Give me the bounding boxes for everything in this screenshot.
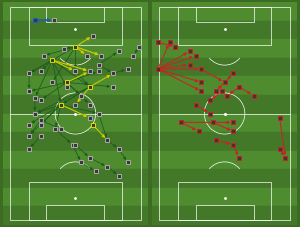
Bar xyxy=(178,183,271,220)
Bar xyxy=(3,151,148,169)
Bar xyxy=(3,132,148,151)
Bar xyxy=(3,114,148,132)
Bar xyxy=(196,205,253,220)
Bar xyxy=(3,188,148,206)
Bar xyxy=(178,7,271,44)
Bar xyxy=(196,7,253,22)
Bar xyxy=(3,95,148,114)
Bar xyxy=(152,132,297,151)
Bar xyxy=(152,95,297,114)
Bar xyxy=(29,7,122,44)
Bar xyxy=(3,58,148,76)
Bar xyxy=(46,7,104,22)
Bar xyxy=(3,169,148,188)
Bar xyxy=(152,206,297,225)
Bar xyxy=(152,169,297,188)
Bar xyxy=(29,183,122,220)
Bar xyxy=(152,114,297,132)
Bar xyxy=(152,39,297,58)
Bar xyxy=(152,76,297,95)
Bar xyxy=(152,151,297,169)
Bar xyxy=(3,39,148,58)
Bar xyxy=(152,2,297,21)
Bar xyxy=(152,188,297,206)
Bar xyxy=(152,21,297,39)
Bar xyxy=(3,2,148,21)
Bar xyxy=(3,76,148,95)
Bar xyxy=(152,58,297,76)
Bar xyxy=(3,206,148,225)
Bar xyxy=(3,21,148,39)
Bar xyxy=(46,205,104,220)
